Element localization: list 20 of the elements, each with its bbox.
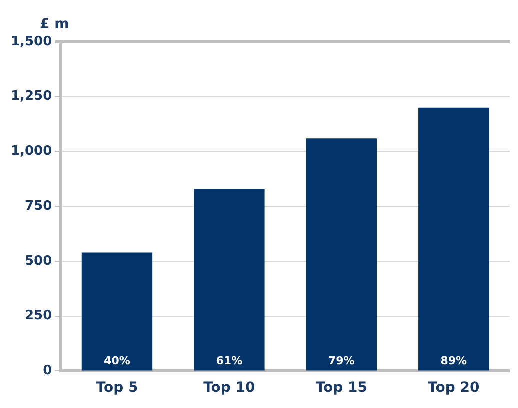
annotation: 89% <box>440 354 468 368</box>
x-tick-label: Top 10 <box>204 380 256 396</box>
x-tick-label: Top 20 <box>428 380 480 396</box>
annotation: 79% <box>328 354 355 368</box>
annotation: 61% <box>216 354 243 368</box>
y-tick-label: 250 <box>24 308 52 324</box>
bar <box>418 108 490 371</box>
y-tick-label: 1,000 <box>10 144 52 160</box>
bar <box>194 189 265 371</box>
annotation: 40% <box>104 354 130 368</box>
y-tick-label: 750 <box>24 198 52 214</box>
bar <box>82 252 153 371</box>
bar <box>306 138 378 371</box>
y-axis-title: £ m <box>40 16 70 33</box>
x-tick-label: Top 15 <box>316 380 368 396</box>
y-tick-label: 1,250 <box>10 89 52 104</box>
y-tick-label: 0 <box>43 364 52 379</box>
x-tick-label: Top 5 <box>96 380 138 396</box>
y-tick-label: 500 <box>24 254 52 269</box>
y-tick-label: 1,500 <box>10 34 52 50</box>
